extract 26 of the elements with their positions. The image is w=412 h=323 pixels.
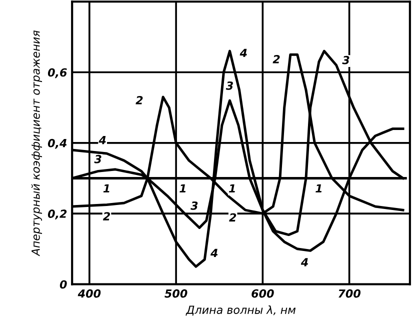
y-tick-label: 0,2: [48, 210, 67, 220]
annotation: 1: [103, 184, 110, 192]
annotation: 2: [102, 212, 110, 220]
x-tick-label: 700: [338, 289, 361, 298]
annotation: 1: [228, 184, 235, 192]
annotation: 4: [210, 248, 218, 258]
x-tick-label: 400: [78, 289, 101, 298]
annotation: 1: [180, 184, 186, 192]
annotation: 2: [136, 96, 143, 104]
annotation: 4: [98, 136, 106, 144]
y-tick-label: 0: [60, 280, 67, 289]
annotation: 2: [272, 54, 280, 64]
x-tick-label: 600: [252, 289, 274, 298]
x-axis-title: Длина волны λ, нм: [186, 305, 296, 316]
annotation: 3: [226, 81, 233, 90]
annotation: 2: [229, 213, 236, 222]
annotation: 3: [94, 154, 102, 164]
annotation: 4: [300, 258, 308, 266]
y-tick-label: 0,6: [48, 68, 67, 78]
annotation: 4: [240, 48, 247, 57]
annotation: 3: [190, 201, 198, 210]
x-tick-label: 500: [164, 289, 188, 298]
y-tick-label: 0,4: [48, 138, 67, 149]
y-axis-title: Апертурный коэффициент отражения: [31, 30, 42, 256]
annotation: 3: [342, 56, 350, 64]
annotation: 1: [316, 184, 322, 192]
